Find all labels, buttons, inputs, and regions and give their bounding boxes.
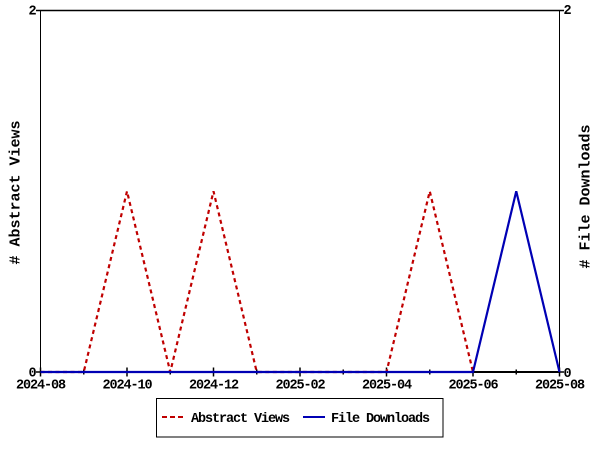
svg-text:0: 0 [28,367,36,382]
svg-text:2025-04: 2025-04 [362,379,412,394]
svg-text:2024-12: 2024-12 [189,379,239,394]
svg-text:2024-08: 2024-08 [16,379,66,394]
svg-text:Abstract Views: Abstract Views [191,412,290,427]
svg-text:2025-08: 2025-08 [535,379,585,394]
svg-text:2024-10: 2024-10 [102,379,152,394]
svg-text:File Downloads: File Downloads [331,412,430,427]
svg-text:0: 0 [563,367,571,382]
svg-text:2025-06: 2025-06 [448,379,498,394]
svg-text:2: 2 [28,5,36,20]
svg-text:# Abstract Views: # Abstract Views [8,120,25,264]
svg-text:2: 2 [563,4,571,19]
svg-text:# File Downloads: # File Downloads [578,124,595,268]
svg-text:2025-02: 2025-02 [275,379,325,394]
